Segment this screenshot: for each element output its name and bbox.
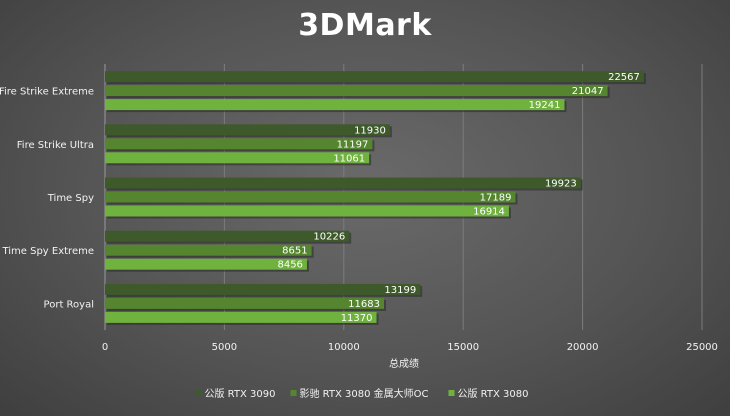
x-axis-title: 总成绩 [389,357,419,370]
x-tick-label: 20000 [567,342,599,353]
data-label: 21047 [572,86,604,97]
data-label: 11930 [354,125,386,136]
category-label: Fire Strike Ultra [17,140,94,151]
legend: 公版 RTX 3090 影驰 RTX 3080 金属大师OC 公版 RTX 3080 [195,387,529,400]
bar [105,71,644,83]
legend-swatch [448,390,455,396]
x-tick-labels: 0 5000 10000 15000 20000 25000 [102,342,718,353]
category-label: Fire Strike Extreme [0,87,94,98]
bar [105,258,307,270]
bar [105,152,370,164]
x-tick-label: 15000 [447,342,479,353]
data-label: 16914 [473,207,505,218]
bar [105,230,350,242]
bar [105,99,565,111]
data-label: 8651 [282,246,307,257]
bar [105,244,312,256]
bar [105,191,516,203]
data-label: 19241 [529,100,561,111]
data-label: 10226 [313,232,345,243]
data-label: 11683 [348,299,380,310]
x-tick-label: 5000 [212,342,237,353]
chart-title: 3DMark [298,8,432,43]
bars: 22567 21047 19241 11930 11197 11061 19923 17189… [105,71,646,325]
legend-label: 公版 RTX 3090 [205,387,276,400]
category-label: Time Spy [47,193,94,204]
category-labels: Fire Strike Extreme Fire Strike Ultra Time… [0,87,94,311]
bar [105,124,390,136]
data-label: 19923 [545,179,577,190]
bar [105,138,373,150]
category-label: Port Royal [44,299,94,310]
x-tick-label: 10000 [328,342,360,353]
data-label: 11061 [333,153,365,164]
bar [105,283,421,295]
legend-label: 公版 RTX 3080 [458,387,529,400]
x-tick-label: 0 [102,342,108,353]
data-label: 11370 [341,313,373,324]
legend-label: 影驰 RTX 3080 金属大师OC [300,387,429,400]
category-label: Time Spy Extreme [1,246,94,257]
data-label: 8456 [277,260,302,271]
bar [105,297,384,309]
legend-swatch [290,390,297,396]
data-label: 11197 [337,139,369,150]
bar [105,85,608,97]
data-label: 17189 [480,193,512,204]
data-label: 22567 [608,72,640,83]
bar [105,205,509,217]
data-label: 13199 [384,285,416,296]
legend-swatch [195,390,202,396]
bar [105,311,377,323]
bar [105,177,581,189]
x-tick-label: 25000 [686,342,718,353]
